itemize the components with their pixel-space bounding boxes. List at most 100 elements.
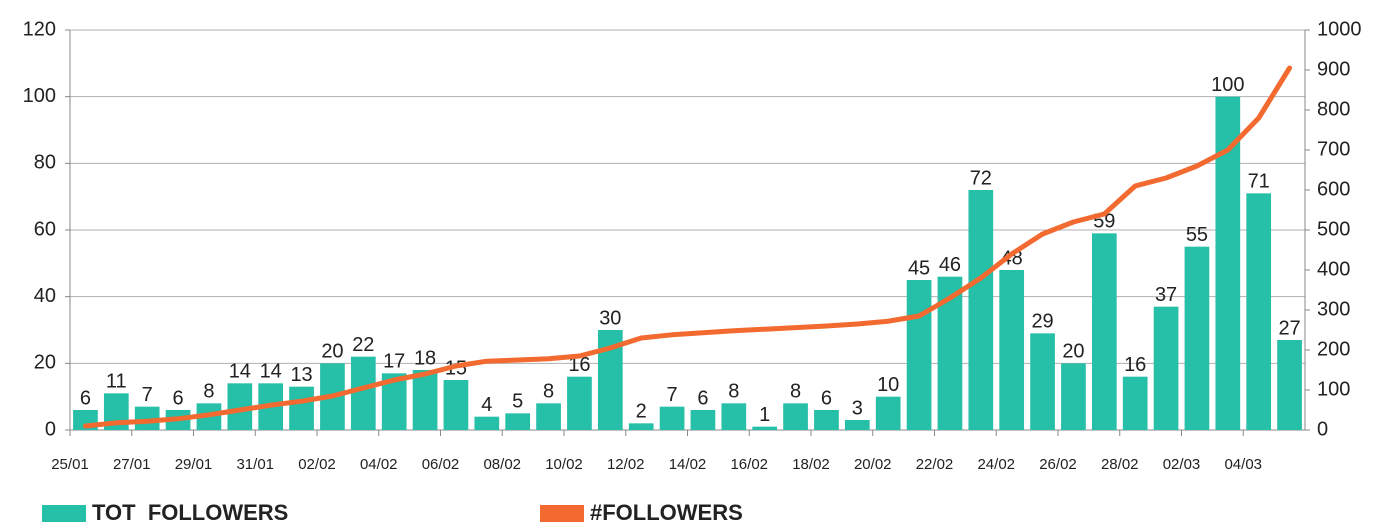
data-label: 29 (1031, 311, 1053, 333)
bar (1122, 376, 1148, 430)
data-label: 20 (321, 341, 343, 363)
x-tick-label: 28/02 (1101, 456, 1139, 473)
y-tick-label: 20 (34, 352, 56, 374)
x-tick-label: 24/02 (977, 456, 1015, 473)
y-tick-label: 40 (34, 285, 56, 307)
x-tick-label: 06/02 (422, 456, 460, 473)
data-label: 17 (383, 351, 405, 373)
x-tick-label: 29/01 (175, 456, 213, 473)
legend-label: #FOLLOWERS (590, 500, 743, 525)
bar (1091, 233, 1117, 430)
data-label: 8 (543, 381, 554, 403)
bar (659, 406, 685, 430)
bar (1246, 193, 1272, 430)
y-tick-label: 80 (34, 152, 56, 174)
data-label: 16 (1124, 354, 1146, 376)
bar (875, 396, 901, 430)
y-tick-label: 0 (45, 418, 56, 440)
x-tick-label: 26/02 (1039, 456, 1077, 473)
y2-tick-label: 200 (1317, 338, 1350, 360)
data-label: 6 (173, 387, 184, 409)
bar (844, 420, 870, 430)
y2-tick-label: 700 (1317, 138, 1350, 160)
x-tick-label: 14/02 (669, 456, 707, 473)
x-tick-label: 22/02 (916, 456, 954, 473)
x-tick-label: 20/02 (854, 456, 892, 473)
data-label: 55 (1186, 224, 1208, 246)
legend-swatch (42, 505, 86, 522)
data-label: 8 (790, 381, 801, 403)
y2-tick-label: 100 (1317, 378, 1350, 400)
y2-tick-label: 800 (1317, 98, 1350, 120)
bar (134, 406, 160, 430)
bar (567, 376, 592, 430)
x-tick-label: 12/02 (607, 456, 645, 473)
y-tick-label: 60 (34, 218, 56, 240)
bar (721, 403, 747, 430)
bar (1277, 340, 1302, 430)
data-label: 45 (908, 257, 930, 279)
bar (350, 356, 376, 430)
data-label: 37 (1155, 284, 1177, 306)
bar (999, 270, 1025, 430)
x-tick-label: 27/01 (113, 456, 151, 473)
x-tick-label: 04/03 (1224, 456, 1262, 473)
y2-tick-label: 1000 (1317, 18, 1362, 40)
data-label: 10 (877, 374, 899, 396)
data-label: 46 (939, 254, 961, 276)
data-label: 20 (1062, 341, 1084, 363)
data-label: 7 (142, 384, 153, 406)
bar (536, 403, 561, 430)
x-tick-label: 02/02 (298, 456, 336, 473)
data-label: 30 (599, 307, 621, 329)
y2-tick-label: 300 (1317, 298, 1350, 320)
x-tick-label: 02/03 (1163, 456, 1201, 473)
data-label: 11 (106, 371, 127, 393)
data-label: 22 (352, 334, 374, 356)
x-tick-label: 04/02 (360, 456, 398, 473)
y2-tick-label: 500 (1317, 218, 1350, 240)
y2-tick-label: 0 (1317, 418, 1328, 440)
x-tick-label: 31/01 (236, 456, 274, 473)
data-label: 6 (697, 387, 708, 409)
x-tick-label: 08/02 (483, 456, 521, 473)
data-label: 1 (759, 404, 770, 426)
x-tick-label: 10/02 (545, 456, 583, 473)
y2-tick-label: 900 (1317, 58, 1350, 80)
data-label: 5 (512, 391, 523, 413)
bar (412, 370, 438, 430)
data-label: 72 (970, 167, 992, 189)
bar (783, 403, 808, 430)
bar (505, 413, 531, 430)
data-label: 7 (667, 384, 678, 406)
bar (906, 280, 932, 430)
data-label: 6 (821, 387, 832, 409)
legend-label: TOT FOLLOWERS (92, 500, 288, 525)
bar (474, 416, 500, 430)
x-tick-label: 16/02 (730, 456, 768, 473)
bar (1184, 246, 1210, 430)
data-label: 27 (1278, 317, 1300, 339)
legend-swatch (540, 505, 584, 522)
y2-tick-label: 600 (1317, 178, 1350, 200)
data-label: 16 (568, 354, 590, 376)
y2-tick-label: 400 (1317, 258, 1350, 280)
data-label: 8 (728, 381, 739, 403)
data-label: 13 (290, 364, 312, 386)
x-tick-label: 25/01 (51, 456, 89, 473)
bar (1061, 363, 1086, 430)
bar (628, 423, 654, 430)
bar (690, 410, 716, 430)
x-tick-label: 18/02 (792, 456, 830, 473)
line (82, 65, 1293, 429)
data-label: 2 (636, 401, 647, 423)
data-label: 4 (481, 394, 492, 416)
data-label: 14 (260, 361, 282, 383)
data-label: 18 (414, 347, 436, 369)
bar (289, 386, 314, 430)
data-label: 3 (852, 397, 863, 419)
y-tick-label: 120 (23, 18, 56, 40)
data-label: 100 (1211, 74, 1244, 96)
